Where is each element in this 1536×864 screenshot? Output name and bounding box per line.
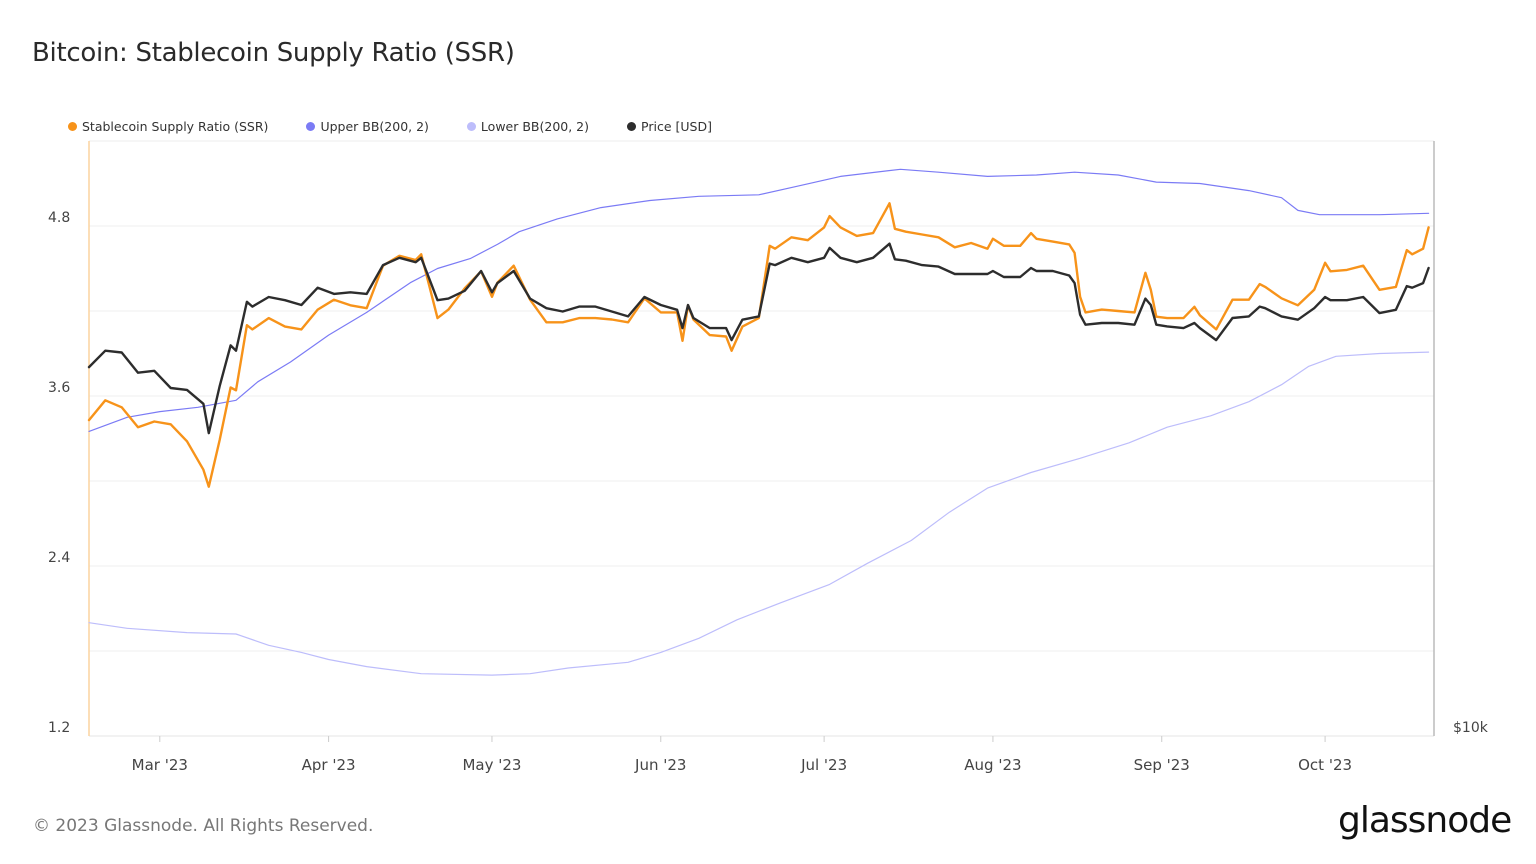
x-tick-label: May '23: [462, 756, 522, 774]
x-tick-label: Aug '23: [964, 756, 1022, 774]
legend-dot-icon: [68, 122, 77, 131]
legend-label: Stablecoin Supply Ratio (SSR): [82, 119, 269, 134]
legend-item-lower-bb[interactable]: Lower BB(200, 2): [466, 119, 590, 134]
x-tick-label: Apr '23: [301, 756, 356, 774]
x-tick-label: Jun '23: [635, 756, 687, 774]
legend-item-upper-bb[interactable]: Upper BB(200, 2): [306, 119, 429, 134]
y-tick-label: 3.6: [48, 380, 71, 396]
right-axis-tick-label: $10k: [1453, 720, 1488, 736]
y-tick-label: 4.8: [48, 210, 71, 226]
x-tick-label: Sep '23: [1133, 756, 1190, 774]
legend-label: Upper BB(200, 2): [320, 119, 429, 134]
legend-label: Lower BB(200, 2): [480, 119, 590, 134]
glassnode-logo: glassnode: [1338, 800, 1512, 841]
legend-dot-icon: [466, 122, 476, 131]
lower-bb-line: [88, 351, 1430, 676]
legend-dot-icon: [306, 122, 316, 131]
chart-title: Bitcoin: Stablecoin Supply Ratio (SSR): [32, 38, 515, 68]
legend-item-ssr[interactable]: Stablecoin Supply Ratio (SSR): [68, 119, 268, 134]
legend-item-price[interactable]: Price [USD]: [627, 119, 712, 134]
price-line: [87, 242, 1430, 435]
copyright-text: © 2023 Glassnode. All Rights Reserved.: [33, 816, 374, 836]
x-tick-label: Oct '23: [1298, 756, 1353, 774]
legend-label: Price [USD]: [641, 119, 712, 134]
y-tick-label: 2.4: [48, 550, 71, 566]
x-tick-label: Jul '23: [801, 756, 848, 774]
legend-dot-icon: [627, 122, 637, 131]
legend: Stablecoin Supply Ratio (SSR) Upper BB(2…: [68, 119, 750, 134]
ssr-line: [87, 202, 1430, 488]
y-tick-label: 1.2: [48, 720, 71, 736]
upper-bb-line: [88, 168, 1430, 432]
x-tick-label: Mar '23: [131, 756, 188, 774]
